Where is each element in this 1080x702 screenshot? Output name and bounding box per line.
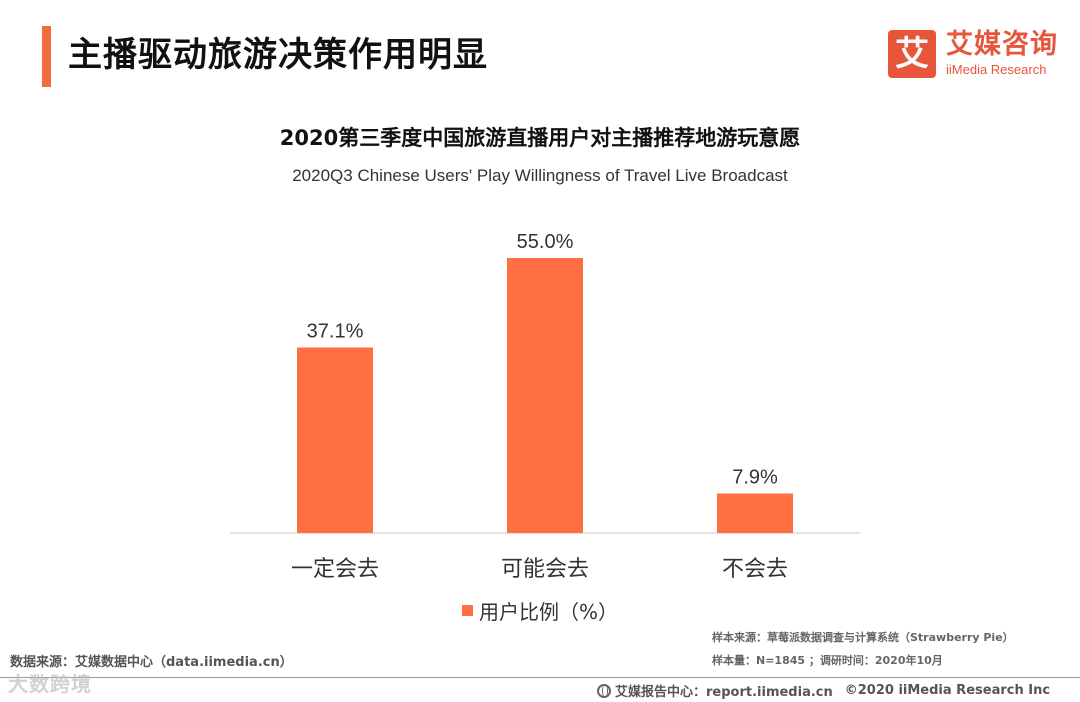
watermark: 大数跨境 [8,672,92,696]
copyright: ©2020 iiMedia Research Inc [844,683,1051,698]
x-tick-label: 不会去 [722,557,788,582]
footer-report: 艾媒报告中心：report.iimedia.cn ©2020 iiMedia R… [597,681,1050,700]
globe-icon [597,683,611,698]
data-source: 数据来源：艾媒数据中心（data.iimedia.cn） [10,655,293,670]
footer-divider [0,677,1080,678]
title-accent-bar [42,26,51,87]
logo-en-text: iiMedia Research [946,62,1047,77]
x-tick-label: 一定会去 [291,557,379,582]
chart-subtitle: 2020Q3 Chinese Users' Play Willingness o… [292,166,788,185]
data-label: 55.0% [517,231,574,253]
legend-label: 用户比例（%） [479,599,619,624]
sample-size: 样本量：N=1845 ；调研时间：2020年10月 [712,654,943,667]
bar [507,258,583,533]
bar [717,493,793,533]
brand-logo: 艾 艾媒咨询 iiMedia Research [888,29,1068,82]
bar [297,347,373,533]
logo-cn-text: 艾媒咨询 [946,29,1058,60]
chart-title: 2020第三季度中国旅游直播用户对主播推荐地游玩意愿 [279,126,801,150]
sample-source: 样本来源：草莓派数据调查与计算系统（Strawberry Pie） [712,631,1014,644]
report-center: 艾媒报告中心：report.iimedia.cn [615,685,833,700]
data-label: 7.9% [732,467,778,489]
page-title: 主播驱动旅游决策作用明显 [68,35,488,75]
x-tick-label: 可能会去 [501,557,589,582]
chart-legend: 用户比例（%） [462,596,618,624]
data-label: 37.1% [307,321,364,343]
legend-swatch [462,604,473,616]
logo-mark: 艾 [888,30,936,78]
